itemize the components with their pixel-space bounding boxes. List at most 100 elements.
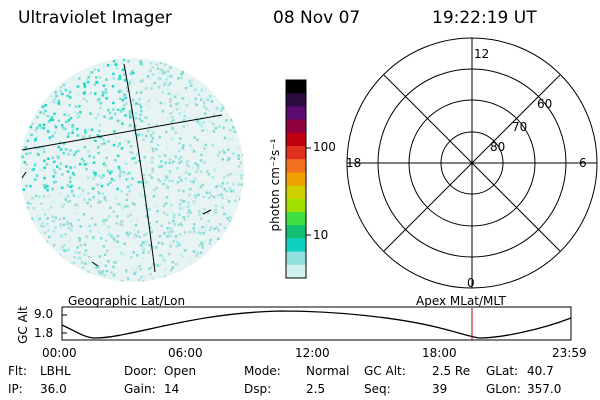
uv-speckle (85, 168, 88, 171)
uv-speckle (192, 223, 196, 226)
uv-speckle (171, 260, 174, 264)
uv-speckle (116, 154, 120, 158)
uv-speckle (187, 116, 191, 120)
uv-speckle (163, 83, 166, 87)
uv-speckle (68, 103, 71, 107)
uv-speckle (77, 195, 80, 199)
uv-speckle (220, 193, 223, 196)
uv-speckle (58, 167, 62, 170)
uv-speckle (159, 77, 162, 81)
uv-speckle (176, 167, 179, 170)
uv-speckle (76, 93, 79, 96)
uv-speckle (49, 118, 52, 122)
uv-speckle (155, 98, 158, 101)
uv-speckle (221, 196, 224, 200)
uv-speckle (71, 172, 75, 175)
uv-speckle (155, 220, 159, 224)
uv-speckle (59, 223, 62, 226)
uv-speckle (62, 151, 65, 155)
uv-speckle (198, 210, 201, 213)
uv-speckle (99, 182, 102, 186)
uv-speckle (212, 169, 216, 173)
uv-speckle (206, 98, 210, 102)
uv-speckle (129, 145, 133, 148)
uv-speckle (103, 196, 107, 199)
uv-speckle (227, 157, 231, 160)
uv-speckle (125, 231, 129, 235)
uv-speckle (226, 174, 230, 177)
uv-disc (20, 58, 244, 282)
uv-speckle (155, 186, 158, 190)
uv-speckle (25, 184, 28, 188)
uv-speckle (182, 216, 185, 219)
uv-speckle (66, 195, 70, 198)
uv-speckle (98, 271, 102, 275)
uv-speckle (139, 60, 143, 63)
uv-speckle (195, 117, 198, 120)
uv-speckle (121, 68, 125, 71)
uv-speckle (172, 240, 175, 243)
uv-speckle (130, 78, 133, 82)
uv-speckle (217, 229, 220, 232)
uv-speckle (110, 178, 114, 181)
uv-speckle (121, 122, 124, 125)
info-value: 40.7 (527, 364, 554, 378)
uv-speckle (86, 236, 89, 239)
uv-speckle (122, 107, 125, 111)
uv-speckle (108, 172, 112, 175)
uv-speckle (63, 249, 66, 252)
uv-speckle (179, 222, 183, 226)
uv-speckle (197, 231, 200, 235)
uv-speckle (40, 126, 43, 130)
uv-speckle (158, 135, 161, 139)
uv-speckle (39, 202, 43, 205)
uv-speckle (216, 154, 220, 157)
uv-speckle (171, 110, 175, 113)
uv-speckle (143, 234, 146, 237)
uv-speckle (118, 245, 121, 249)
uv-speckle (103, 253, 107, 256)
uv-speckle (175, 103, 178, 106)
uv-speckle (111, 85, 115, 88)
uv-speckle (162, 102, 166, 106)
uv-speckle (212, 130, 216, 133)
uv-speckle (226, 217, 230, 220)
uv-speckle (161, 72, 165, 75)
uv-speckle (126, 215, 130, 218)
uv-speckle (87, 76, 90, 79)
uv-speckle (170, 211, 174, 214)
uv-speckle (35, 214, 39, 218)
uv-speckle (161, 110, 165, 113)
uv-speckle (57, 99, 61, 103)
xtick-06: 06:00 (168, 346, 203, 360)
uv-speckle (165, 78, 168, 81)
colorbar-frame (285, 79, 307, 279)
uv-speckle (100, 176, 104, 180)
uv-speckle (67, 152, 70, 156)
uv-speckle (100, 272, 103, 275)
uv-speckle (94, 174, 97, 177)
uv-speckle (133, 233, 137, 237)
uv-speckle (220, 185, 223, 188)
uv-speckle (194, 194, 197, 197)
uv-speckle (215, 106, 219, 110)
uv-speckle (43, 166, 46, 170)
uv-speckle (54, 125, 58, 129)
colorbar-tick-label-10: 10 (313, 228, 329, 242)
uv-speckle (171, 126, 174, 130)
uv-speckle (234, 173, 238, 176)
uv-speckle (88, 128, 91, 131)
uv-speckle (112, 59, 116, 63)
uv-speckle (94, 139, 97, 142)
uv-speckle (229, 187, 232, 190)
uv-speckle (141, 63, 144, 66)
timeline-frame (61, 306, 572, 341)
uv-speckle (76, 134, 80, 137)
uv-speckle (198, 122, 202, 126)
uv-speckle (110, 271, 113, 274)
uv-speckle (118, 142, 121, 145)
uv-speckle (26, 201, 30, 205)
uv-speckle (192, 166, 195, 169)
grid-tick (202, 209, 212, 215)
uv-speckle (70, 262, 73, 265)
